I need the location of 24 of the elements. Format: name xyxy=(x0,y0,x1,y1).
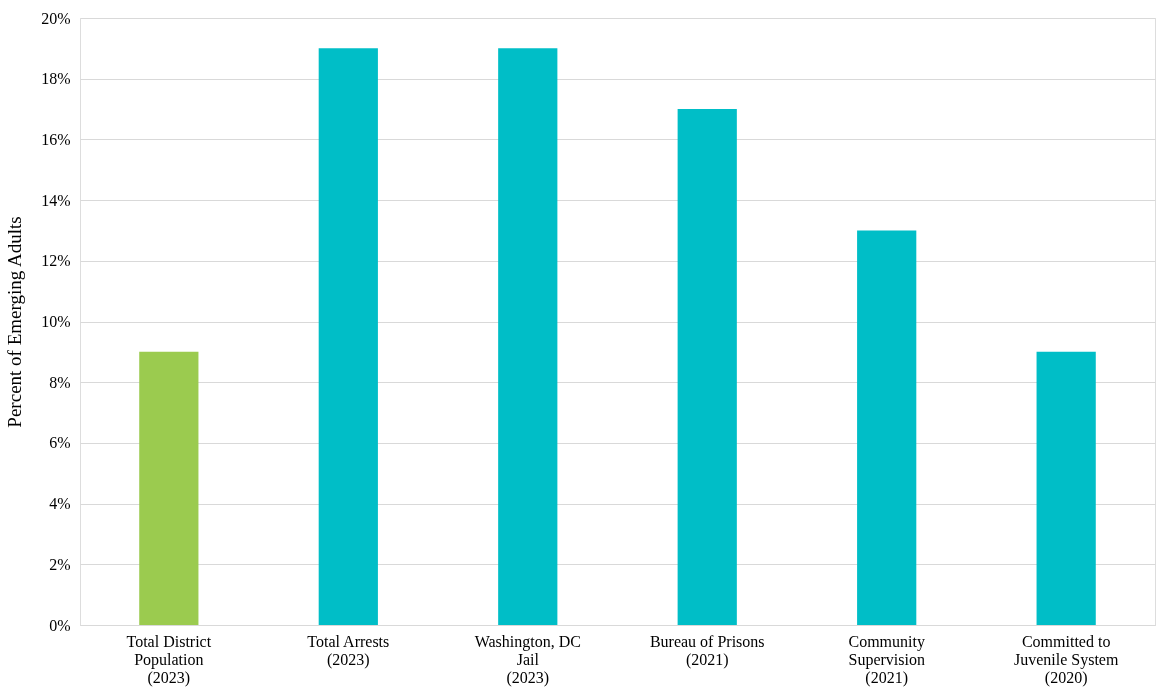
y-tick-label: 20% xyxy=(41,9,71,27)
x-tick-label: Committed to Juvenile System (2020) xyxy=(1013,632,1119,687)
y-tick-label: 14% xyxy=(41,191,71,209)
y-tick-label: 8% xyxy=(49,373,71,391)
y-tick-label: 2% xyxy=(49,555,71,573)
x-tick-label: Community Supervision (2021) xyxy=(848,632,925,687)
y-tick-label: 18% xyxy=(41,70,71,88)
y-tick-label: 16% xyxy=(41,130,71,148)
bar xyxy=(1036,351,1096,625)
y-tick-label: 4% xyxy=(49,495,71,513)
bar xyxy=(677,109,737,625)
x-tick-label: Total Arrests (2023) xyxy=(307,632,390,669)
y-tick-label: 0% xyxy=(49,616,71,634)
y-tick-label: 12% xyxy=(41,252,71,270)
bar xyxy=(318,48,378,625)
y-tick-label: 10% xyxy=(41,313,71,330)
bar xyxy=(857,230,917,625)
y-tick-label: 6% xyxy=(49,434,71,452)
bar xyxy=(498,48,558,625)
x-tick-label: Washington, DC Jail (2023) xyxy=(474,632,581,687)
x-tick-label: Bureau of Prisons (2021) xyxy=(649,632,765,669)
x-tick-label: Total District Population (2023) xyxy=(126,632,212,687)
bar xyxy=(139,351,199,625)
y-axis-title: Percent of Emerging Adults xyxy=(4,216,26,428)
